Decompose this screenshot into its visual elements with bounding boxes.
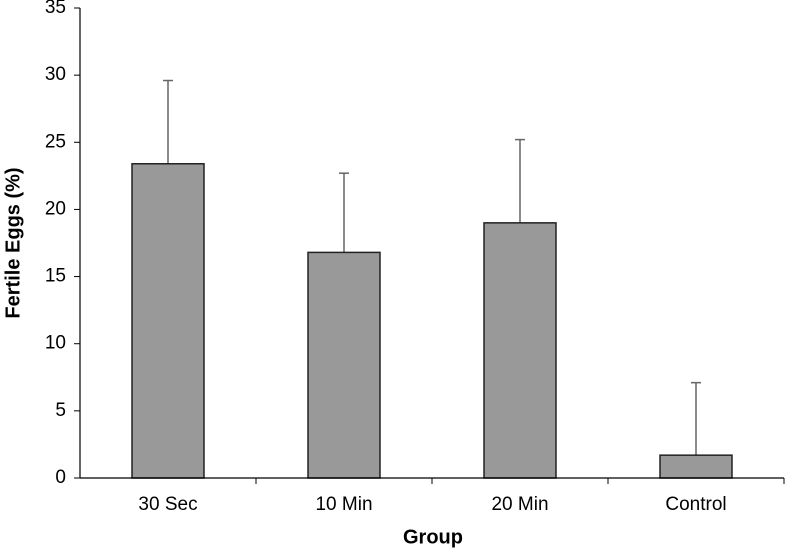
x-tick-label: 10 Min (315, 494, 372, 515)
x-tick-label: Control (665, 494, 726, 515)
bar (659, 454, 733, 479)
y-tick-label: 5 (55, 400, 66, 421)
bar (131, 163, 205, 479)
bar (483, 222, 557, 479)
x-tick-label: 30 Sec (138, 494, 197, 515)
x-tick-label: 20 Min (491, 494, 548, 515)
y-tick-label: 15 (45, 266, 66, 287)
bar (307, 251, 381, 479)
y-tick-label: 10 (45, 333, 66, 354)
y-tick-label: 25 (45, 131, 66, 152)
x-axis-label: Group (403, 526, 463, 548)
y-tick-label: 20 (45, 198, 66, 219)
y-tick-label: 0 (55, 467, 66, 488)
y-tick-label: 30 (45, 64, 66, 85)
y-tick-label: 35 (45, 0, 66, 18)
y-axis-label: Fertile Eggs (%) (2, 167, 24, 318)
